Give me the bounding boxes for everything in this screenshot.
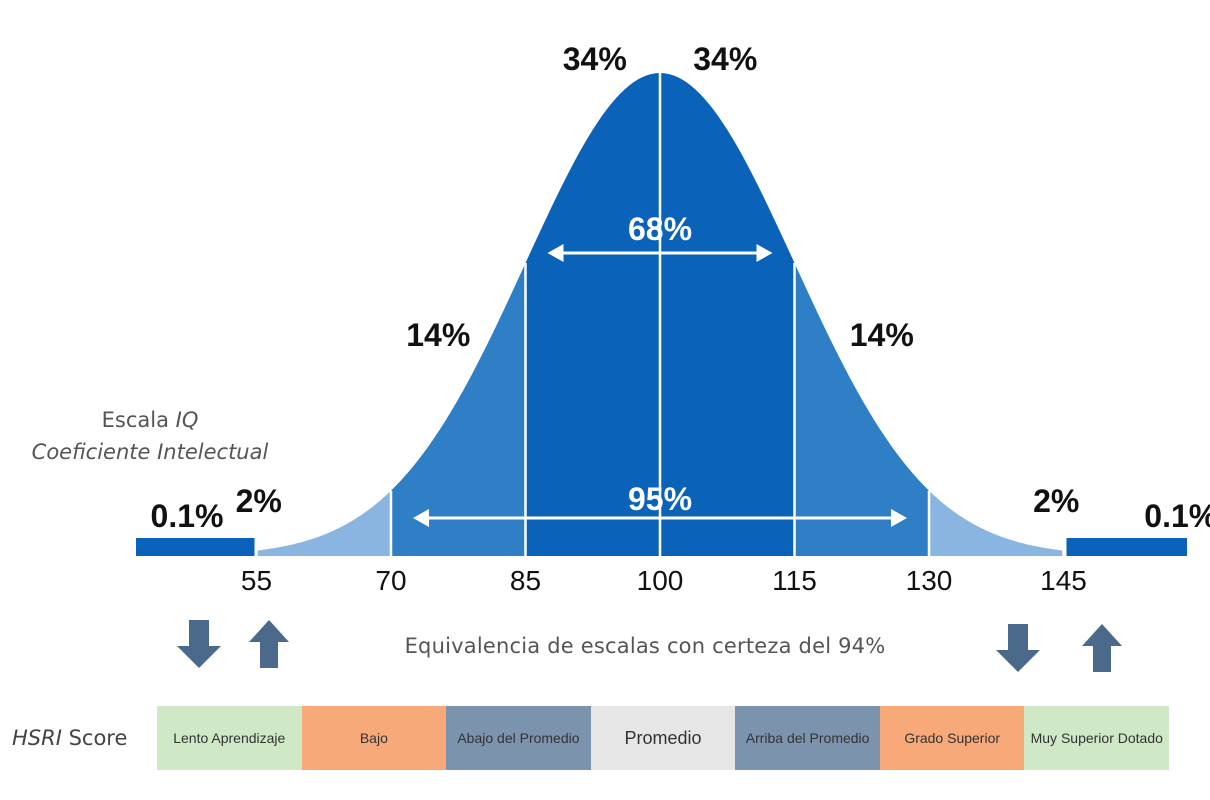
range-percent-label: 95% — [628, 481, 692, 517]
hsri-emph: HSRI — [12, 726, 62, 750]
curve-region — [929, 490, 1064, 556]
x-tick-label: 85 — [510, 565, 541, 596]
region-percent-label: 0.1% — [151, 498, 224, 534]
curve-region — [256, 490, 391, 556]
hsri-category-band: Lento Aprendizaje Bajo Abajo del Promedi… — [157, 706, 1170, 770]
x-tick-label: 55 — [241, 565, 272, 596]
iq-scale-subtitle: Coeficiente Intelectual — [31, 440, 269, 464]
hsri-category: Muy Superior Dotado — [1024, 706, 1170, 770]
x-tick-label: 130 — [906, 565, 953, 596]
curve-region — [660, 73, 795, 556]
region-percent-label: 14% — [406, 317, 470, 353]
equivalence-caption: Equivalencia de escalas con certeza del … — [404, 634, 886, 658]
hsri-score-label: HSRI Score — [12, 726, 127, 750]
range-arrow-left-head — [413, 509, 429, 527]
tail-bar — [136, 538, 255, 556]
region-percent-label: 34% — [693, 41, 757, 77]
up-arrow-icon — [249, 620, 289, 668]
hsri-category: Grado Superior — [879, 706, 1025, 770]
region-percent-label: 2% — [236, 483, 282, 519]
x-tick-label: 70 — [375, 565, 406, 596]
range-arrow-left-head — [547, 244, 564, 262]
hsri-category: Arriba del Promedio — [735, 706, 880, 770]
region-percent-label: 14% — [850, 317, 914, 353]
down-arrow-icon — [996, 624, 1040, 672]
region-percent-label: 2% — [1033, 483, 1079, 519]
region-percent-label: 34% — [563, 41, 627, 77]
up-arrow-icon — [1082, 624, 1122, 672]
x-tick-label: 145 — [1040, 565, 1087, 596]
hsri-category: Bajo — [301, 706, 447, 770]
x-tick-label: 115 — [772, 565, 817, 596]
region-percent-label: 0.1% — [1144, 498, 1210, 534]
hsri-category: Promedio — [590, 706, 736, 770]
hsri-category: Abajo del Promedio — [446, 706, 591, 770]
curve-region — [794, 263, 929, 556]
iq-scale-prefix: Escala — [101, 408, 176, 432]
range-arrow-right-head — [756, 244, 773, 262]
range-percent-label: 68% — [628, 211, 692, 247]
range-arrow-right-head — [891, 509, 907, 527]
iq-scale-emph: IQ — [175, 408, 199, 432]
tail-bar — [1066, 538, 1187, 556]
hsri-suffix: Score — [61, 726, 128, 750]
hsri-category: Lento Aprendizaje — [157, 706, 302, 770]
down-arrow-icon — [177, 620, 221, 668]
curve-region — [391, 263, 526, 556]
bell-curve-chart: 55 70 85 100 115 130 145 0.1% 2% 14% 34% 34% 14% 2% 0.… — [136, 41, 1210, 596]
x-tick-label: 100 — [637, 565, 684, 596]
curve-region — [525, 73, 660, 556]
